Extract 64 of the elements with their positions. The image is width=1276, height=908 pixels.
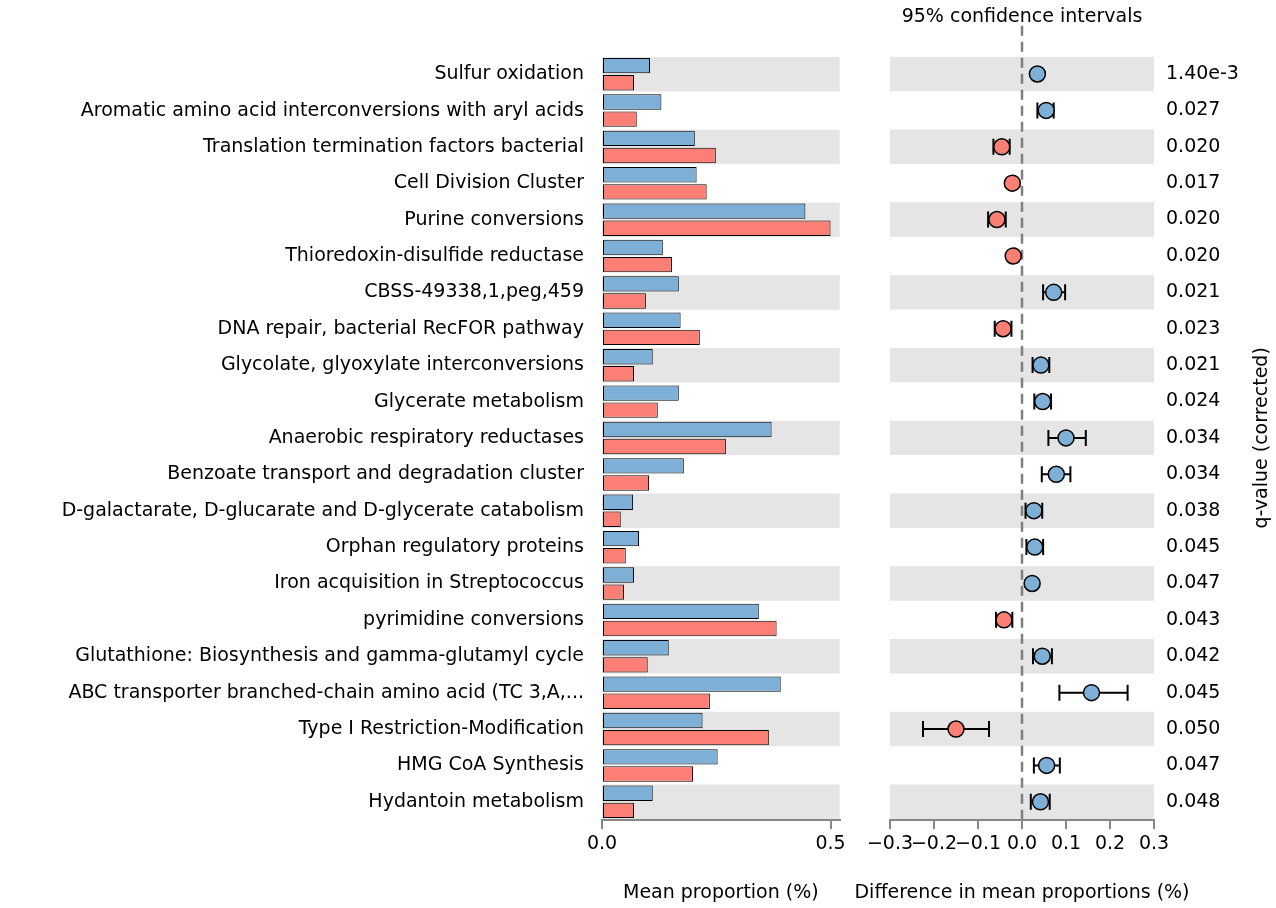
y-tick-label: Purine conversions [404,206,584,229]
x-tick-label: 0.0 [1006,831,1038,854]
point [1057,429,1075,447]
x-tick-label: 0.2 [1094,831,1126,854]
text: 0.021 [1166,279,1221,302]
text: 0.047 [1166,570,1221,593]
x-tick-label: −0.1 [954,831,1002,854]
text: 0.043 [1166,606,1221,629]
text: 0.023 [1166,315,1221,338]
text: 0.047 [1166,752,1221,775]
y-tick-label: D-galactarate, D-glucarate and D-glycerate catabolism [61,497,584,520]
y-tick-label: CBSS-49338,1,peg,459 [364,279,584,302]
point [1082,683,1101,702]
y-tick-label: DNA repair, bacterial RecFOR pathway [217,315,584,338]
y-tick-label: Anaerobic respiratory reductases [268,424,584,447]
x-axis-title: Difference in mean proportions (%) [854,880,1190,902]
y-tick-label: Translation termination factors bacterial [202,133,584,156]
text: 0.021 [1166,352,1221,375]
text: 0.034 [1166,424,1221,447]
text: 0.027 [1166,97,1221,120]
text: 0.020 [1166,242,1221,265]
text: 0.020 [1166,206,1221,229]
point [1003,174,1022,192]
point [947,720,965,738]
y-tick-label: Type I Restriction-Modification [297,715,584,738]
point [1023,574,1041,593]
text: 0.017 [1166,170,1221,193]
point [1028,65,1047,83]
x-tick-label: 0.3 [1138,831,1170,854]
y-tick-label: Hydantoin metabolism [368,788,584,811]
y-tick-label: Sulfur oxidation [434,61,584,84]
text: 0.034 [1166,461,1221,484]
x-tick-label: −0.3 [866,831,914,854]
text: 1.40e-3 [1166,60,1239,83]
y-tick-label: Glycerate metabolism [374,388,584,411]
y-tick-label: HMG CoA Synthesis [397,752,584,775]
text: 0.050 [1166,715,1221,738]
text: 0.020 [1166,133,1221,156]
y2-axis-title: q-value (corrected) [1248,347,1271,529]
y-tick-label: Benzoate transport and degradation cluster [167,461,585,484]
x-axis-title: Mean proportion (%) [622,880,819,902]
text: 0.045 [1166,679,1221,702]
y-tick-label: Glutathione: Biosynthesis and gamma-glutamyl cycle [75,643,584,666]
point [1047,465,1066,484]
point [1044,283,1063,302]
y-tick-label: Iron acquisition in Streptococcus [274,570,584,593]
text: 0.045 [1166,534,1221,557]
y-tick-label: ABC transporter branched-chain amino acid (TC 3,A,... [68,679,584,702]
y-tick-label: Cell Division Cluster [393,170,585,193]
text: 0.048 [1166,788,1221,811]
y-tick-label: Orphan regulatory proteins [325,534,584,557]
chart-title: 95% confidence intervals [901,4,1143,27]
point [1004,247,1022,265]
text: 0.024 [1166,388,1221,411]
point [1037,756,1056,775]
y-tick-label: Thioredoxin-disulfide reductase [284,243,584,266]
x-tick-label: 0.0 [586,831,618,854]
text: 0.042 [1166,643,1221,666]
text: 0.038 [1166,497,1221,520]
x-tick-label: 0.5 [815,831,846,854]
y-tick-label: pyrimidine conversions [363,606,584,629]
y-tick-label: Glycolate, glyoxylate interconversions [220,352,584,375]
y-tick-label: Aromatic amino acid interconversions with aryl acids [80,97,584,120]
x-tick-label: 0.1 [1050,831,1082,854]
